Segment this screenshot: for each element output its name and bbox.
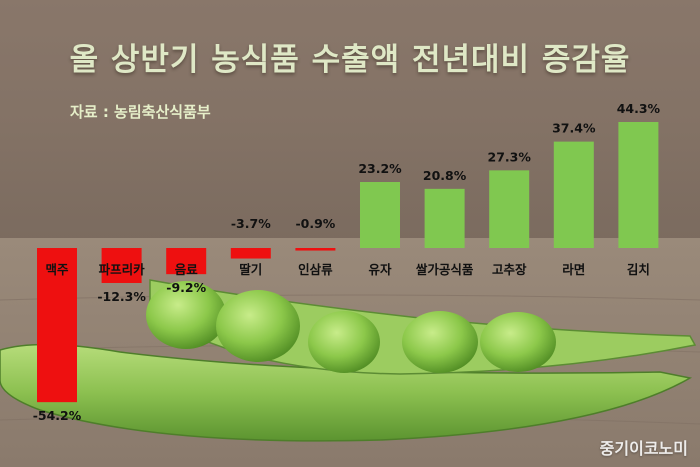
value-label-딸기: -3.7% <box>231 216 271 231</box>
value-label-라면: 37.4% <box>552 121 596 136</box>
bar-음료 <box>166 248 207 275</box>
category-label-딸기: 딸기 <box>239 262 262 277</box>
bar-유자 <box>360 182 400 248</box>
category-label-파프리카: 파프리카 <box>99 262 146 277</box>
value-label-음료: -9.2% <box>166 280 206 295</box>
value-label-김치: 44.3% <box>617 101 661 116</box>
value-label-고추장: 27.3% <box>488 149 532 164</box>
bar-딸기 <box>230 248 271 259</box>
category-label-고추장: 고추장 <box>492 262 527 277</box>
source-note: 자료 : 농림축산식품부 <box>70 103 211 121</box>
bar-고추장 <box>489 170 530 248</box>
value-label-쌀가공식품: 20.8% <box>423 168 467 183</box>
category-label-김치: 김치 <box>627 262 650 277</box>
chart-title: 올 상반기 농식품 수출액 전년대비 증감율 <box>69 42 631 78</box>
bar-파프리카 <box>101 248 142 283</box>
category-label-맥주: 맥주 <box>45 262 69 277</box>
category-label-유자: 유자 <box>368 262 392 277</box>
value-label-유자: 23.2% <box>358 161 402 176</box>
category-label-쌀가공식품: 쌀가공식품 <box>416 262 474 277</box>
bar-맥주 <box>37 248 77 403</box>
category-label-라면: 라면 <box>562 262 585 277</box>
watermark-logo: 중기이코노미 <box>599 439 688 458</box>
value-label-파프리카: -12.3% <box>97 289 146 304</box>
value-label-맥주: -54.2% <box>33 408 82 423</box>
bar-김치 <box>618 122 659 248</box>
bar-라면 <box>553 141 594 248</box>
category-label-인삼류: 인삼류 <box>298 262 333 277</box>
bar-쌀가공식품 <box>424 188 465 248</box>
bar-인삼류 <box>295 248 336 251</box>
value-label-인삼류: -0.9% <box>295 216 335 231</box>
category-label-음료: 음료 <box>175 262 199 277</box>
